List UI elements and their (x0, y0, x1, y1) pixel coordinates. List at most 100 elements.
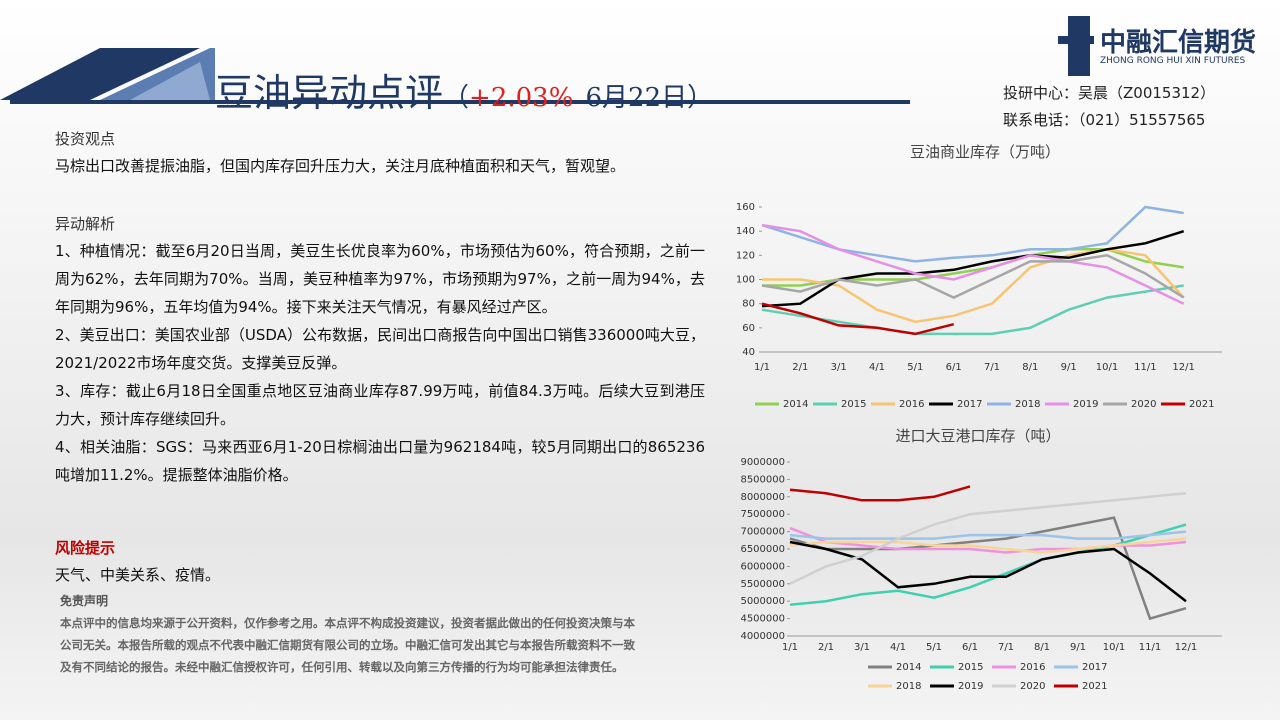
y-tick-label: 7500000 (740, 509, 785, 520)
x-tick-label: 1/1 (754, 362, 770, 373)
series-line (789, 537, 1187, 554)
logo-name: 中融汇信期货 (1100, 28, 1257, 58)
header-shape (130, 62, 210, 100)
section-heading: 风险提示 (55, 539, 116, 557)
x-tick-label: 5/1 (907, 362, 923, 373)
x-tick-label: 11/1 (1134, 362, 1156, 373)
x-tick-label: 1/1 (782, 642, 798, 653)
y-tick-label: 6000000 (740, 561, 785, 572)
y-tick-label: 8000000 (740, 492, 785, 503)
contact: 投研中心：吴晨（Z0015312） (1003, 84, 1216, 102)
x-tick-label: 10/1 (1096, 362, 1118, 373)
legend-label: 2021 (1082, 681, 1107, 692)
legend-label: 2019 (958, 681, 983, 692)
paragraph: 3、库存：截止6月18日全国重点地区豆油商业库存87.99万吨，前值84.3万吨… (55, 382, 705, 428)
legend-label: 2015 (958, 662, 983, 673)
y-tick-label: 100 (736, 275, 755, 286)
y-tick-label: 6500000 (740, 544, 785, 555)
logo-english: ZHONG RONG HUI XIN FUTURES (1100, 56, 1246, 66)
y-tick-label: 8500000 (740, 474, 785, 485)
legend-label: 2020 (1131, 399, 1156, 410)
chart-title: 豆油商业库存（万吨） (910, 143, 1060, 161)
section-heading: 投资观点 (55, 130, 116, 148)
y-tick-label: 120 (736, 250, 755, 261)
y-tick-label: 140 (736, 226, 755, 237)
series-line (789, 530, 1187, 540)
legend-label: 2016 (1020, 662, 1045, 673)
y-tick-label: 4000000 (740, 631, 785, 642)
logo-mark (1068, 16, 1090, 76)
x-tick-label: 11/1 (1139, 642, 1161, 653)
paren: （ (443, 83, 470, 113)
legend-label: 2021 (1189, 399, 1214, 410)
series-line (789, 492, 1187, 585)
x-tick-label: 4/1 (890, 642, 906, 653)
series-line (761, 230, 1185, 308)
series-line (789, 516, 1187, 621)
x-tick-label: 12/1 (1172, 362, 1194, 373)
x-tick-label: 2/1 (792, 362, 808, 373)
section-heading: 异动解析 (55, 215, 116, 233)
legend-label: 2018 (1015, 399, 1040, 410)
x-tick-label: 3/1 (854, 642, 870, 653)
contact: 联系电话：（021）51557565 (1003, 111, 1206, 129)
x-tick-label: 6/1 (946, 362, 962, 373)
title-text: 豆油异动点评 (215, 71, 444, 115)
x-tick-label: 4/1 (869, 362, 885, 373)
paragraph: 4、相关油脂：SGS：马来西亚6月1-20日棕榈油出口量为962184吨，较5月… (55, 438, 705, 484)
legend-label: 2014 (896, 662, 921, 673)
x-tick-label: 7/1 (998, 642, 1014, 653)
legend-label: 2016 (899, 399, 924, 410)
series-line (789, 485, 971, 502)
y-tick-label: 80 (742, 299, 755, 310)
x-tick-label: 2/1 (818, 642, 834, 653)
x-tick-label: 5/1 (926, 642, 942, 653)
chart-title: 进口大豆港口库存（吨） (895, 427, 1060, 445)
y-tick-label: 160 (736, 202, 755, 213)
series-line (762, 248, 1184, 287)
legend-label: 2020 (1020, 681, 1045, 692)
paragraph: 天气、中美关系、疫情。 (55, 566, 221, 584)
disclaimer: 本点评中的信息均来源于公开资料，仅作参考之用。本点评不构成投资建议，投资者据此做… (60, 616, 635, 674)
series-line (761, 254, 1185, 299)
x-tick-label: 10/1 (1103, 642, 1125, 653)
legend-label: 2019 (1073, 399, 1098, 410)
header-shape (0, 48, 200, 100)
change: +2.03% (469, 83, 574, 113)
y-tick-label: 40 (742, 347, 755, 358)
logo-mark (1058, 36, 1094, 44)
legend-label: 2017 (957, 399, 982, 410)
paragraph: 马棕出口改善提振油脂，但国内库存回升压力大，关注月底种植面积和天气，暂观望。 (55, 157, 626, 175)
x-tick-label: 7/1 (984, 362, 1000, 373)
paren: ） (687, 83, 714, 113)
x-tick-label: 8/1 (1034, 642, 1050, 653)
legend-label: 2017 (1082, 662, 1107, 673)
series-line (761, 223, 1185, 305)
x-tick-label: 9/1 (1070, 642, 1086, 653)
date: 6月22日 (585, 83, 688, 113)
x-tick-label: 8/1 (1022, 362, 1038, 373)
series-line (762, 248, 1185, 324)
y-tick-label: 60 (742, 323, 755, 334)
x-tick-label: 6/1 (962, 642, 978, 653)
title: 豆油异动点评（+2.03% 6月22日） (215, 62, 713, 117)
y-tick-label: 7000000 (740, 527, 785, 538)
series-line (761, 302, 955, 336)
legend-label: 2014 (783, 399, 808, 410)
y-tick-label: 5000000 (740, 596, 785, 607)
disclaimer-heading: 免责声明 (60, 594, 109, 608)
series-line (761, 284, 1184, 336)
legend-label: 2018 (896, 681, 921, 692)
x-tick-label: 3/1 (831, 362, 847, 373)
y-tick-label: 9000000 (740, 457, 785, 468)
paragraph: 1、种植情况：截至6月20日当周，美豆生长优良率为60%，市场预估为60%，符合… (55, 242, 705, 316)
legend-label: 2015 (841, 399, 866, 410)
x-tick-label: 9/1 (1061, 362, 1077, 373)
paragraph: 2、美豆出口：美国农业部（USDA）公布数据，民间出口商报告向中国出口销售336… (55, 326, 705, 372)
header-rule (10, 100, 910, 104)
x-tick-label: 12/1 (1175, 642, 1197, 653)
y-tick-label: 5500000 (740, 579, 785, 590)
y-tick-label: 4500000 (740, 614, 785, 625)
